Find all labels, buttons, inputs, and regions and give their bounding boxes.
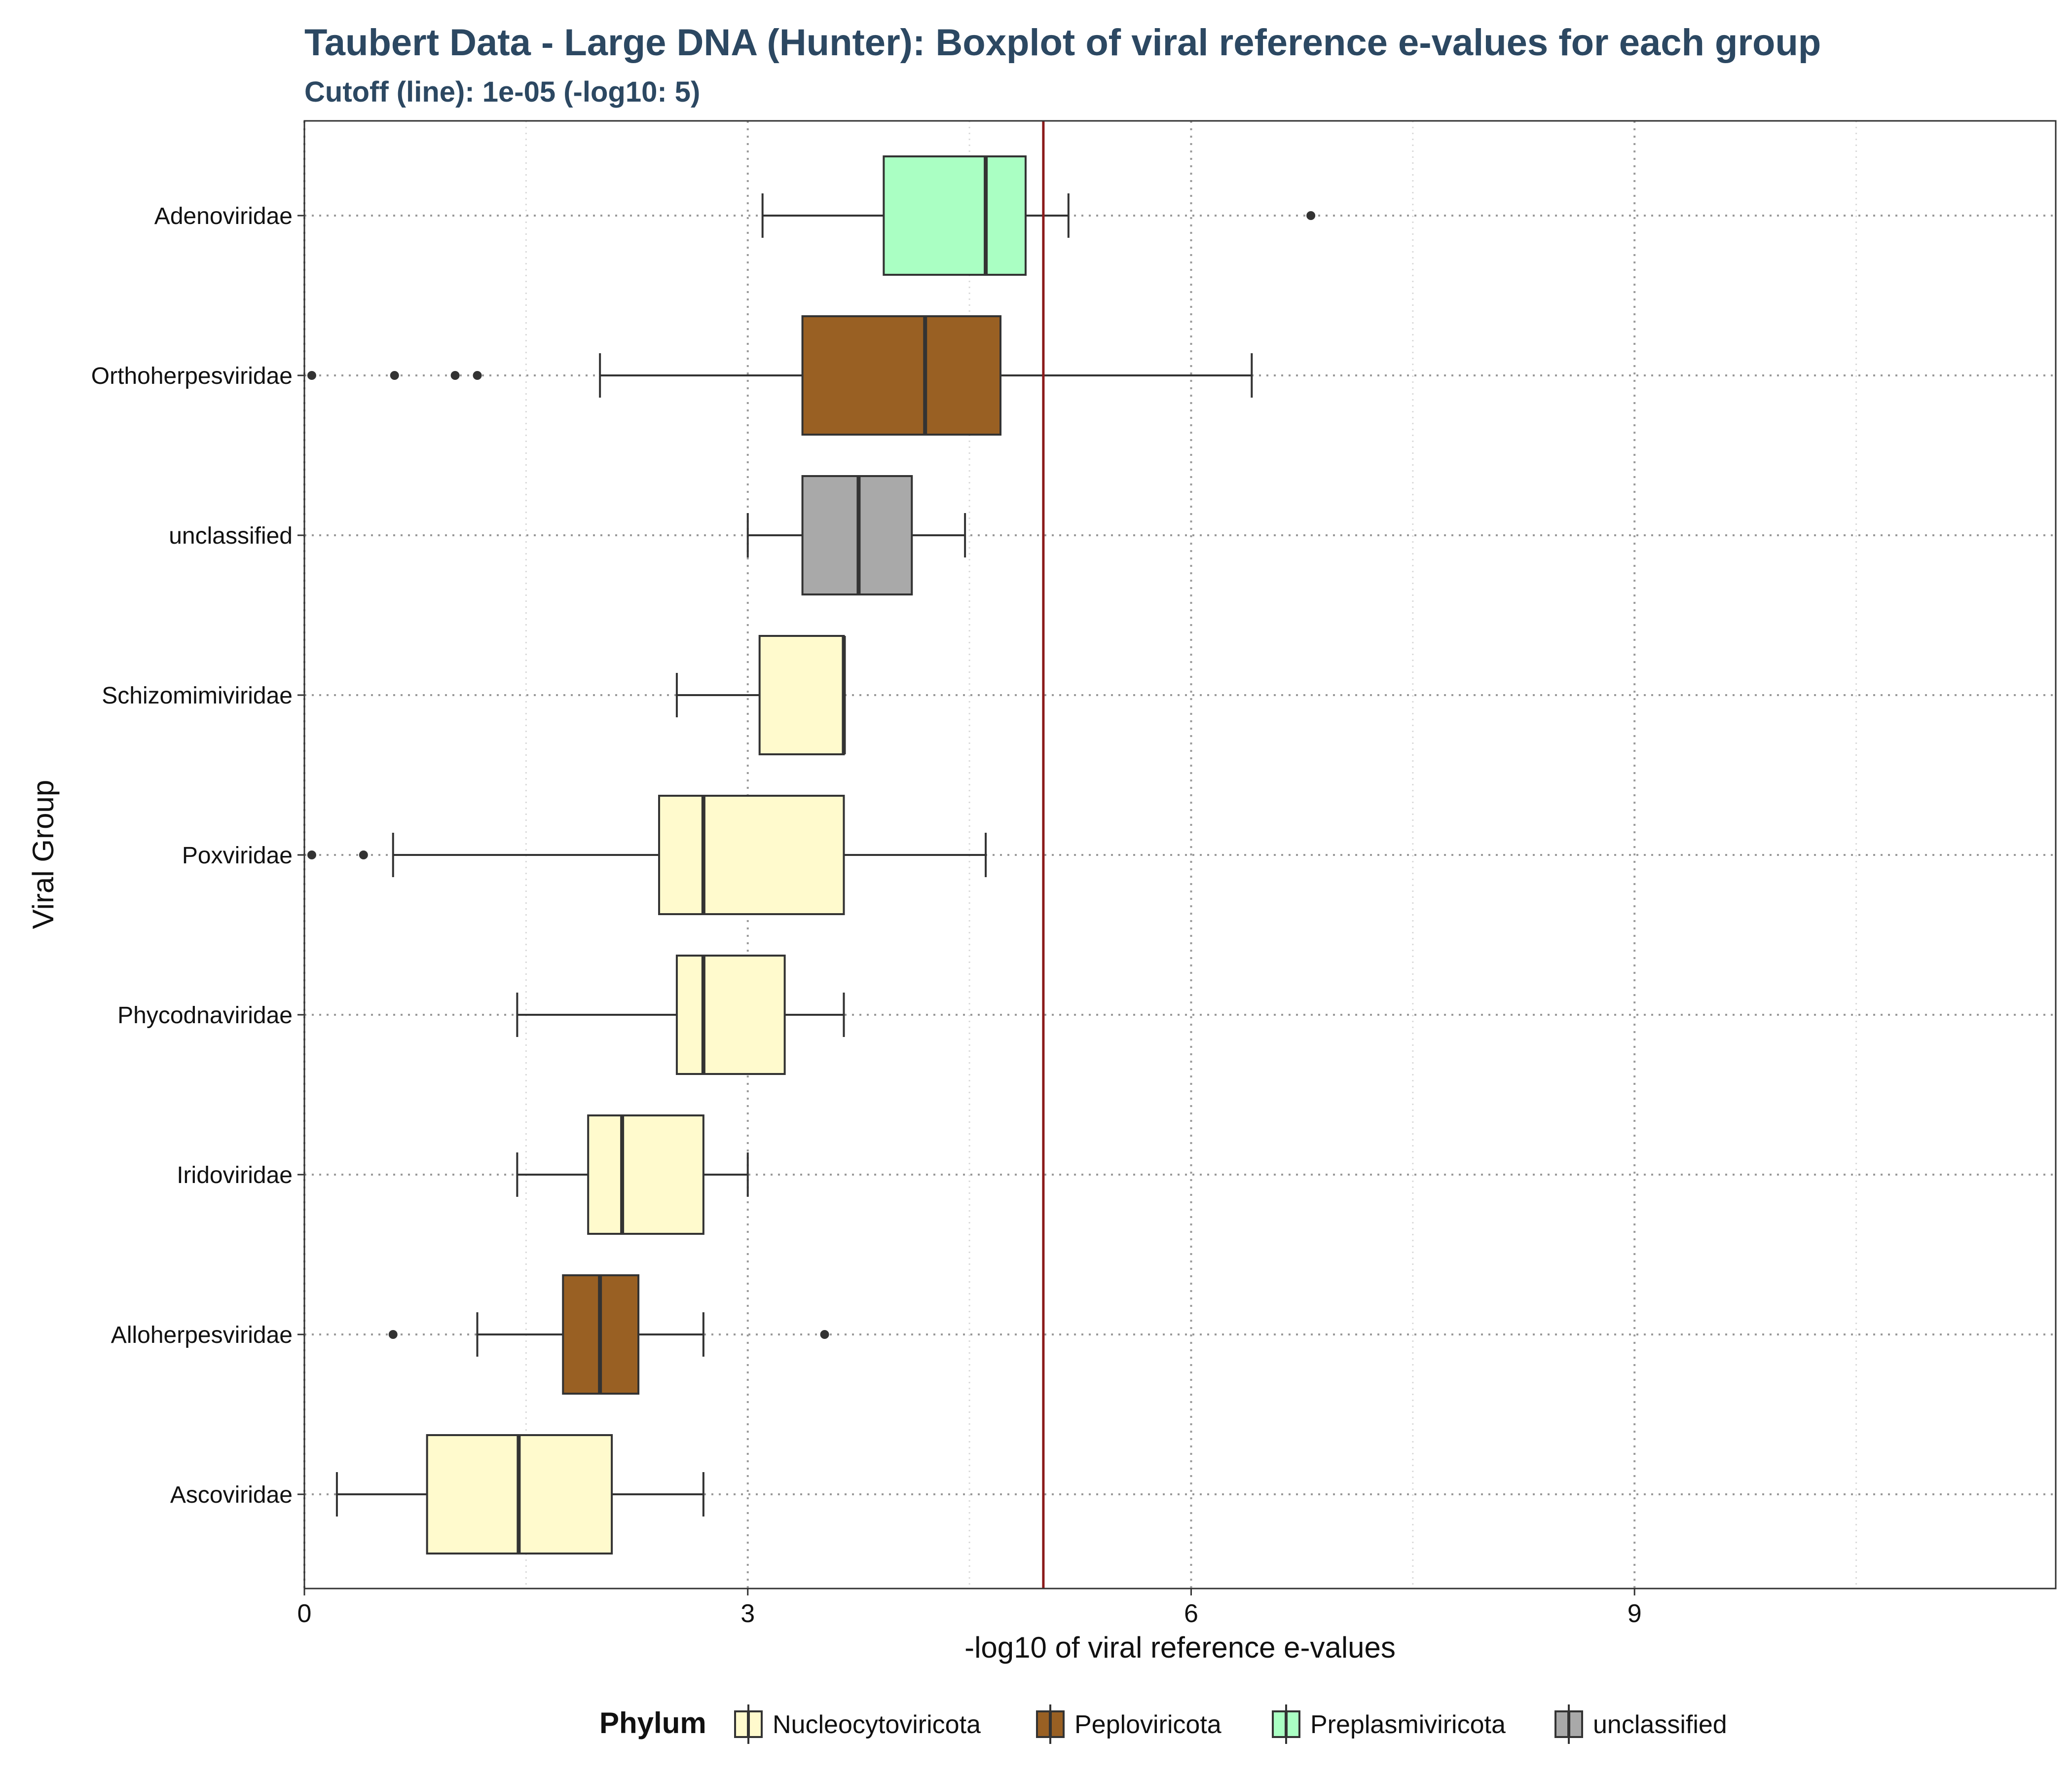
box-iqr bbox=[801, 315, 1002, 436]
outlier-point bbox=[450, 371, 460, 380]
legend-item-label: Nucleocytoviricota bbox=[773, 1710, 981, 1739]
legend-item: Preplasmiviricota bbox=[1272, 1704, 1506, 1744]
y-axis-label: Viral Group bbox=[27, 780, 60, 929]
y-tick-label: Phycodnaviridae bbox=[117, 1002, 293, 1029]
y-tick-label: unclassified bbox=[169, 523, 293, 549]
legend-item: Nucleocytoviricota bbox=[734, 1704, 981, 1744]
y-tick-label: Ascoviridae bbox=[170, 1482, 293, 1508]
y-tick-label: Schizomimiviridae bbox=[102, 683, 293, 709]
box-iqr bbox=[883, 155, 1027, 276]
box-group bbox=[516, 955, 845, 1075]
y-tick-label: Poxviridae bbox=[182, 843, 293, 869]
legend-item-label: Preplasmiviricota bbox=[1310, 1710, 1506, 1739]
chart-subtitle: Cutoff (line): 1e-05 (-log10: 5) bbox=[304, 76, 700, 108]
legend-item-label: unclassified bbox=[1593, 1710, 1727, 1739]
x-axis-label: -log10 of viral reference e-values bbox=[964, 1631, 1396, 1664]
box-group bbox=[675, 635, 846, 755]
x-tick-label: 9 bbox=[1628, 1599, 1642, 1628]
box-group bbox=[335, 1434, 704, 1554]
y-tick-label: Adenoviridae bbox=[154, 203, 293, 229]
box-iqr bbox=[675, 955, 786, 1075]
outlier-point bbox=[820, 1330, 829, 1339]
legend-item: Peploviricota bbox=[1036, 1704, 1221, 1744]
x-tick-label: 6 bbox=[1184, 1599, 1198, 1628]
y-tick-label: Iridoviridae bbox=[177, 1162, 293, 1188]
box-iqr bbox=[758, 635, 845, 755]
x-tick-label: 3 bbox=[740, 1599, 755, 1628]
legend-title: Phylum bbox=[599, 1706, 706, 1739]
x-tick-labels: 0 3 6 9 bbox=[297, 1589, 1642, 1628]
box-group bbox=[307, 315, 1253, 436]
outlier-point bbox=[390, 371, 399, 380]
legend: Phylum Nucleocytoviricota Peploviricota Pr… bbox=[599, 1704, 1727, 1744]
y-tick-label: Orthoherpesviridae bbox=[91, 363, 293, 389]
outlier-point bbox=[1306, 211, 1316, 220]
chart-title: Taubert Data - Large DNA (Hunter): Boxpl… bbox=[304, 22, 1821, 64]
box-iqr bbox=[587, 1114, 704, 1235]
box-group bbox=[746, 475, 966, 595]
box-group bbox=[388, 1274, 829, 1395]
outlier-point bbox=[307, 851, 316, 859]
outlier-point bbox=[388, 1330, 398, 1339]
box-group bbox=[516, 1114, 749, 1235]
box-group bbox=[761, 155, 1316, 276]
legend-item-label: Peploviricota bbox=[1074, 1710, 1221, 1739]
y-tick-label: Alloherpesviridae bbox=[111, 1322, 293, 1348]
x-tick-label: 0 bbox=[297, 1599, 312, 1628]
outlier-point bbox=[359, 851, 368, 859]
boxes-layer bbox=[307, 155, 1316, 1554]
outlier-point bbox=[307, 371, 316, 380]
box-group bbox=[307, 795, 987, 915]
outlier-point bbox=[473, 371, 482, 380]
legend-item: unclassified bbox=[1554, 1704, 1727, 1744]
y-tick-labels: Adenoviridae Orthoherpesviridae unclassifi… bbox=[91, 203, 304, 1508]
box-iqr bbox=[658, 795, 845, 915]
